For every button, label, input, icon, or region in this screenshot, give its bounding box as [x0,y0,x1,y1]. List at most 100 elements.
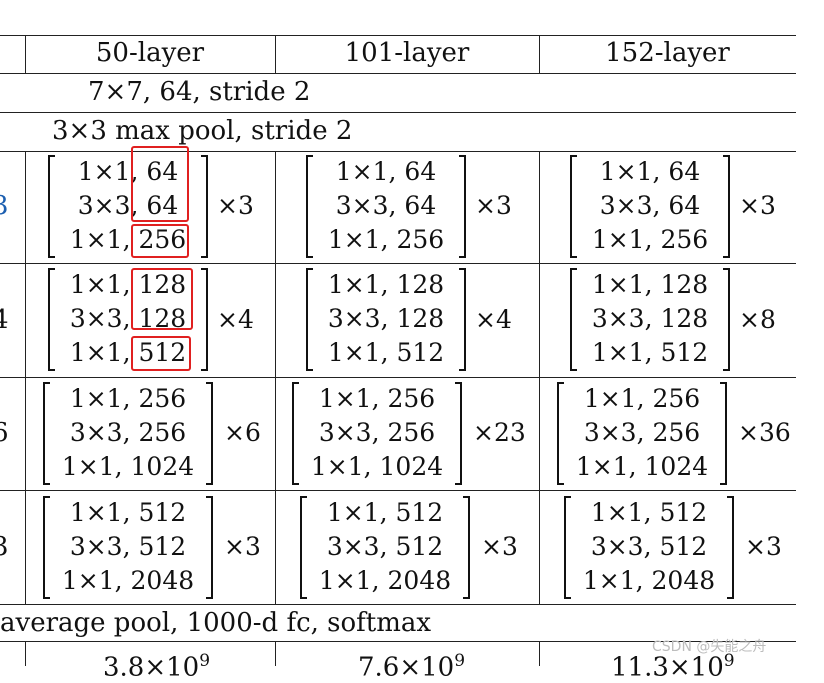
block-line: 3×3, 64 [335,191,437,220]
divider-101-152-stages [539,151,540,604]
annotation-box-stage1-output [131,224,189,258]
stage1-mult-50: ×3 [217,191,254,220]
block-line: 1×1, 128 [327,270,445,299]
block-line: 1×1, 1024 [310,452,444,481]
stage2-block-152: 1×1, 128 3×3, 128 1×1, 512 [570,268,730,371]
bracket-left [557,382,564,485]
block-line: 1×1, 64 [599,157,701,186]
block-line: 3×3, 512 [326,532,444,561]
block-line: 1×1, 256 [69,225,187,254]
stage1-block-152: 1×1, 64 3×3, 64 1×1, 256 [570,155,730,258]
pool-row-text: 3×3 max pool, stride 2 [52,116,353,146]
block-line: 1×1, 1024 [575,452,709,481]
block-line: 1×1, 512 [69,498,187,527]
block-line: 1×1, 512 [590,498,708,527]
flops-mantissa: 7.6×10 [358,652,455,683]
stage4-mult-152: ×3 [745,532,782,561]
flops-101: 7.6×109 [358,646,465,683]
block-line: 1×1, 64 [77,157,179,186]
divider-101-152-flops [539,641,540,666]
block-line: 1×1, 256 [591,225,709,254]
flops-exponent: 9 [454,651,466,671]
stage4-block-50: 1×1, 512 3×3, 512 1×1, 2048 [43,496,213,599]
bracket-left [564,496,571,599]
block-line: 3×3, 64 [77,191,179,220]
rule-stage3 [0,490,796,491]
stage3-mult-50: ×6 [224,418,261,447]
bracket-left [48,155,55,258]
stage2-mult-50: ×4 [217,305,254,334]
bracket-left [48,268,55,371]
bracket-left [570,155,577,258]
rule-stage4 [0,604,796,605]
block-line: 1×1, 512 [326,498,444,527]
block-line: 1×1, 128 [591,270,709,299]
header-101-layer: 101-layer [344,38,470,68]
final-row-text: average pool, 1000-d fc, softmax [0,608,432,638]
block-line: 3×3, 128 [327,304,445,333]
block-line: 1×1, 256 [327,225,445,254]
rule-stage2 [0,377,796,378]
bracket-left [43,496,50,599]
stage4-block-152: 1×1, 512 3×3, 512 1×1, 2048 [564,496,734,599]
stage4-mult-50: ×3 [224,532,261,561]
stage1-block-101: 1×1, 64 3×3, 64 1×1, 256 [306,155,466,258]
divider-50-101-flops [275,641,276,666]
stub-label-stage3: 6 [0,418,9,448]
flops-mantissa: 3.8×10 [103,652,200,683]
rule-top [0,35,796,36]
bracket-left [306,268,313,371]
bracket-right [459,268,466,371]
block-line: 1×1, 128 [69,270,187,299]
divider-50-101-header [275,35,276,73]
block-line: 1×1, 2048 [61,566,195,595]
bracket-right [720,382,727,485]
rule-pool [0,151,796,152]
block-line: 1×1, 256 [69,384,187,413]
rule-header [0,73,796,74]
bracket-right [463,496,470,599]
bracket-left [292,382,299,485]
block-line: 1×1, 2048 [582,566,716,595]
flops-50: 3.8×109 [103,646,210,683]
stub-label-stage1: 3 [0,191,9,221]
bracket-right [727,496,734,599]
block-line: 3×3, 256 [583,418,701,447]
bracket-right [206,382,213,485]
bracket-right [723,155,730,258]
block-line: 1×1, 256 [318,384,436,413]
rule-conv1 [0,112,796,113]
stage2-mult-101: ×4 [475,305,512,334]
annotation-box-stage1-channels [131,146,189,222]
bracket-right [206,496,213,599]
divider-101-152-header [539,35,540,73]
flops-exponent: 9 [199,651,211,671]
stub-label-stage2: 4 [0,305,9,335]
block-line: 1×1, 512 [69,338,187,367]
conv1-row-text: 7×7, 64, stride 2 [88,77,311,107]
stage2-mult-152: ×8 [739,305,776,334]
bracket-left [306,155,313,258]
stage3-block-50: 1×1, 256 3×3, 256 1×1, 1024 [43,382,213,485]
stub-label-stage4: 3 [0,532,9,562]
stage4-block-101: 1×1, 512 3×3, 512 1×1, 2048 [300,496,470,599]
stage3-block-101: 1×1, 256 3×3, 256 1×1, 1024 [292,382,462,485]
rule-final [0,641,796,642]
block-line: 1×1, 256 [583,384,701,413]
flops-exponent: 9 [723,651,735,671]
bracket-right [201,268,208,371]
stage4-mult-101: ×3 [481,532,518,561]
bracket-left [300,496,307,599]
stage2-block-101: 1×1, 128 3×3, 128 1×1, 512 [306,268,466,371]
block-line: 1×1, 512 [327,338,445,367]
block-line: 1×1, 512 [591,338,709,367]
block-line: 3×3, 128 [591,304,709,333]
stage3-mult-152: ×36 [738,418,791,447]
stage2-block-50: 1×1, 128 3×3, 128 1×1, 512 [48,268,208,371]
block-line: 1×1, 2048 [318,566,452,595]
block-line: 3×3, 512 [590,532,708,561]
block-line: 3×3, 64 [599,191,701,220]
block-line: 3×3, 256 [318,418,436,447]
block-line: 3×3, 512 [69,532,187,561]
block-line: 3×3, 256 [69,418,187,447]
